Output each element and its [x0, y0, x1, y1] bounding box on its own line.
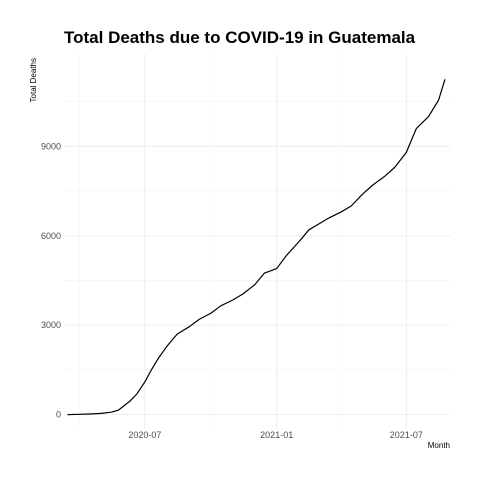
x-axis-ticks: 2020-07 2021-01 2021-07: [128, 430, 422, 440]
y-tick-label: 9000: [41, 141, 61, 151]
y-axis-ticks: 0 3000 6000 9000: [41, 141, 61, 419]
chart-title: Total Deaths due to COVID-19 in Guatemal…: [64, 28, 416, 47]
grid: [64, 54, 450, 428]
series-group: [67, 79, 446, 416]
x-axis-label: Month: [428, 441, 450, 450]
y-tick-label: 0: [56, 410, 61, 420]
y-axis-label: Total Deaths: [29, 58, 38, 102]
x-tick-label: 2020-07: [128, 430, 161, 440]
series-line-total-deaths: [67, 79, 446, 416]
x-tick-label: 2021-07: [390, 430, 423, 440]
y-tick-label: 3000: [41, 320, 61, 330]
x-tick-label: 2021-01: [260, 430, 293, 440]
y-tick-label: 6000: [41, 231, 61, 241]
